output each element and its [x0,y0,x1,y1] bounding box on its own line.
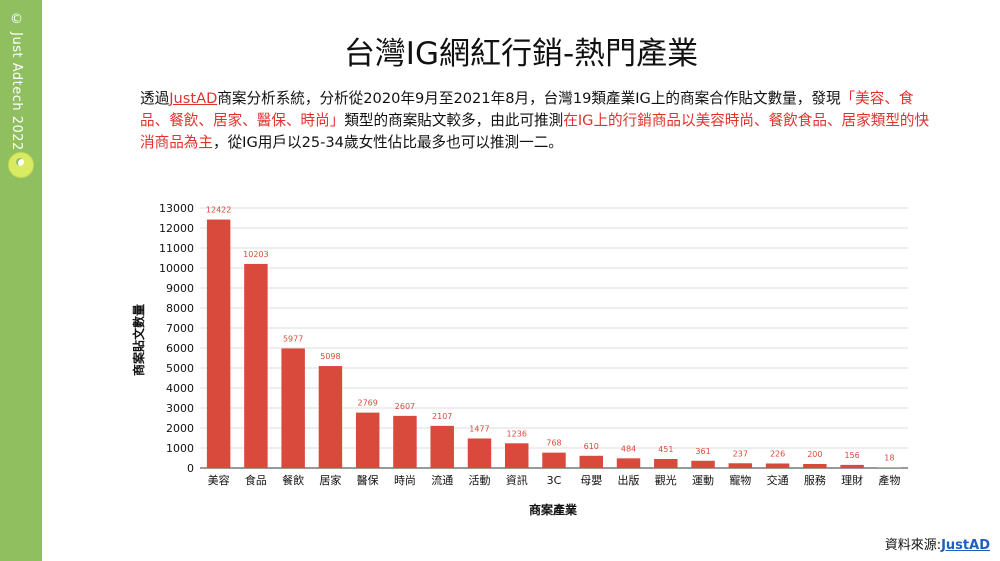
x-tick-label: 服務 [804,473,826,487]
y-tick-label: 3000 [166,402,194,415]
copyright-text: © Just Adtech 2022 [9,12,24,151]
data-label: 451 [658,445,673,454]
data-label: 361 [695,447,710,456]
data-label: 5977 [283,334,303,343]
y-axis-ticks: 0 1000 2000 3000 4000 5000 6000 7000 8000 9000 100… [159,202,194,475]
x-tick-label: 餐飲 [282,473,304,487]
bar [244,263,268,468]
bar [318,366,343,468]
data-label: 226 [770,449,785,458]
x-tick-label: 3C [547,474,562,487]
bar [840,464,864,468]
y-axis-label: 商案貼文數量 [131,304,146,376]
x-tick-label: 母嬰 [580,474,602,487]
data-label: 610 [584,442,599,451]
sidebar: © Just Adtech 2022 [0,0,42,561]
data-label: 484 [621,444,636,453]
source-label: 資料來源: [884,538,942,553]
y-tick-label: 11000 [159,242,194,255]
x-tick-label: 交通 [767,473,789,487]
data-labels: 12422 10203 5977 5098 2769 2607 2107 1477 1236 76… [206,206,895,463]
data-label: 200 [807,450,822,459]
y-tick-label: 6000 [166,342,194,355]
bar [504,443,529,468]
grid-lines [200,207,908,469]
data-label: 2769 [358,399,378,408]
bar [728,463,753,468]
y-tick-label: 10000 [159,262,194,275]
x-tick-label: 產物 [878,473,900,487]
x-tick-label: 食品 [245,473,267,487]
desc-text-3: 類型的商案貼文較多，由此可推測 [344,112,564,129]
data-label: 768 [546,439,561,448]
data-label: 5098 [320,352,340,361]
y-tick-label: 9000 [166,282,194,295]
bar [281,348,305,468]
x-tick-label: 觀光 [655,473,677,487]
bar [393,415,417,468]
x-tick-label: 資訊 [506,473,528,487]
data-label: 18 [884,454,894,463]
x-tick-label: 時尚 [394,473,416,487]
x-axis-ticks: 美容 食品 餐飲 居家 醫保 時尚 流通 活動 資訊 3C 母嬰 出版 觀光 運動 寵物 交通 服務 理財 產物 [208,473,901,487]
x-tick-label: 居家 [319,473,341,487]
bar [803,464,827,468]
x-tick-label: 活動 [468,473,490,487]
bar [206,219,231,468]
x-tick-label: 運動 [692,473,714,487]
bars [206,219,902,468]
desc-text-4: ，從IG用戶以25-34歲女性佔比最多也可以推測一二。 [212,134,563,151]
bar [542,452,566,468]
x-tick-label: 寵物 [729,473,751,487]
y-tick-label: 12000 [159,222,194,235]
y-tick-label: 13000 [159,202,194,215]
data-label: 2107 [432,412,452,421]
x-tick-label: 醫保 [357,473,379,487]
x-tick-label: 理財 [841,473,863,487]
y-tick-label: 5000 [166,362,194,375]
desc-text-1: 透過 [140,90,170,107]
bar [579,455,604,468]
y-tick-label: 1000 [166,442,194,455]
data-label: 2607 [395,402,415,411]
data-label: 12422 [206,206,231,215]
y-tick-label: 4000 [166,382,194,395]
brand-logo-icon [8,152,34,178]
bar [654,458,678,468]
desc-highlight-1: 「美容、食品、餐飲、居家、醫保、時尚」 [140,90,914,129]
y-tick-label: 0 [187,462,194,475]
desc-text-2: 商案分析系統，分析從2020年9月至2021年8月，台灣19類產業IG上的商案合… [217,90,841,107]
data-label: 156 [844,451,859,460]
x-tick-label: 美容 [208,473,230,487]
description: 透過JustAD商案分析系統，分析從2020年9月至2021年8月，台灣19類產… [140,88,940,154]
data-label: 237 [733,449,748,458]
y-tick-label: 2000 [166,422,194,435]
page-title: 台灣IG網紅行銷-熱門產業 [343,36,699,72]
bar [430,425,454,468]
source-note: 資料來源:JustAD [885,534,990,553]
data-label: 1236 [507,429,527,438]
x-tick-label: 流通 [431,473,453,487]
bar [765,463,790,468]
data-label: 1477 [469,424,489,433]
bar [616,458,641,468]
y-tick-label: 8000 [166,302,194,315]
bar [691,460,715,468]
source-link[interactable]: JustAD [941,538,990,553]
bar [467,438,492,468]
data-label: 10203 [243,250,268,259]
x-tick-label: 出版 [618,473,640,487]
x-axis-label: 商案產業 [529,502,578,517]
justad-link[interactable]: JustAD [169,90,218,107]
desc-highlight-2: 在IG上的行銷商品以美容時尚、餐飲食品、居家類型的快消商品為主 [140,112,930,151]
y-tick-label: 7000 [166,322,194,335]
bar [355,412,380,468]
